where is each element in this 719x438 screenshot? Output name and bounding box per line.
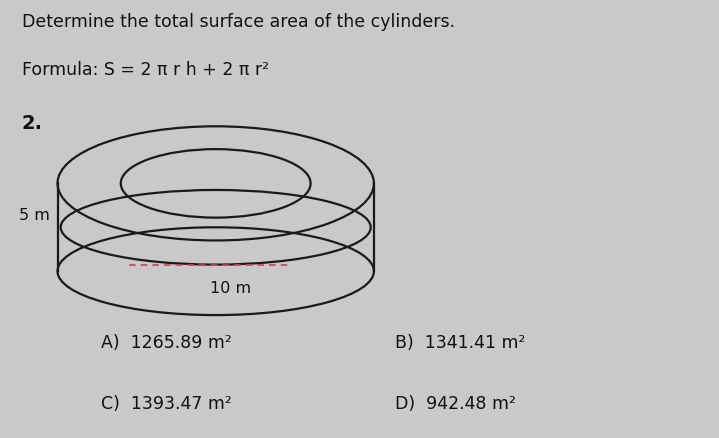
Text: 10 m: 10 m bbox=[209, 280, 251, 295]
Text: D)  942.48 m²: D) 942.48 m² bbox=[395, 394, 516, 412]
Text: 5 m: 5 m bbox=[19, 207, 50, 222]
Text: Formula: S = 2 π r h + 2 π r²: Formula: S = 2 π r h + 2 π r² bbox=[22, 61, 269, 79]
Text: B)  1341.41 m²: B) 1341.41 m² bbox=[395, 333, 526, 351]
Text: C)  1393.47 m²: C) 1393.47 m² bbox=[101, 394, 232, 412]
Text: 2.: 2. bbox=[22, 114, 42, 133]
Text: A)  1265.89 m²: A) 1265.89 m² bbox=[101, 333, 232, 351]
Text: Determine the total surface area of the cylinders.: Determine the total surface area of the … bbox=[22, 13, 454, 31]
